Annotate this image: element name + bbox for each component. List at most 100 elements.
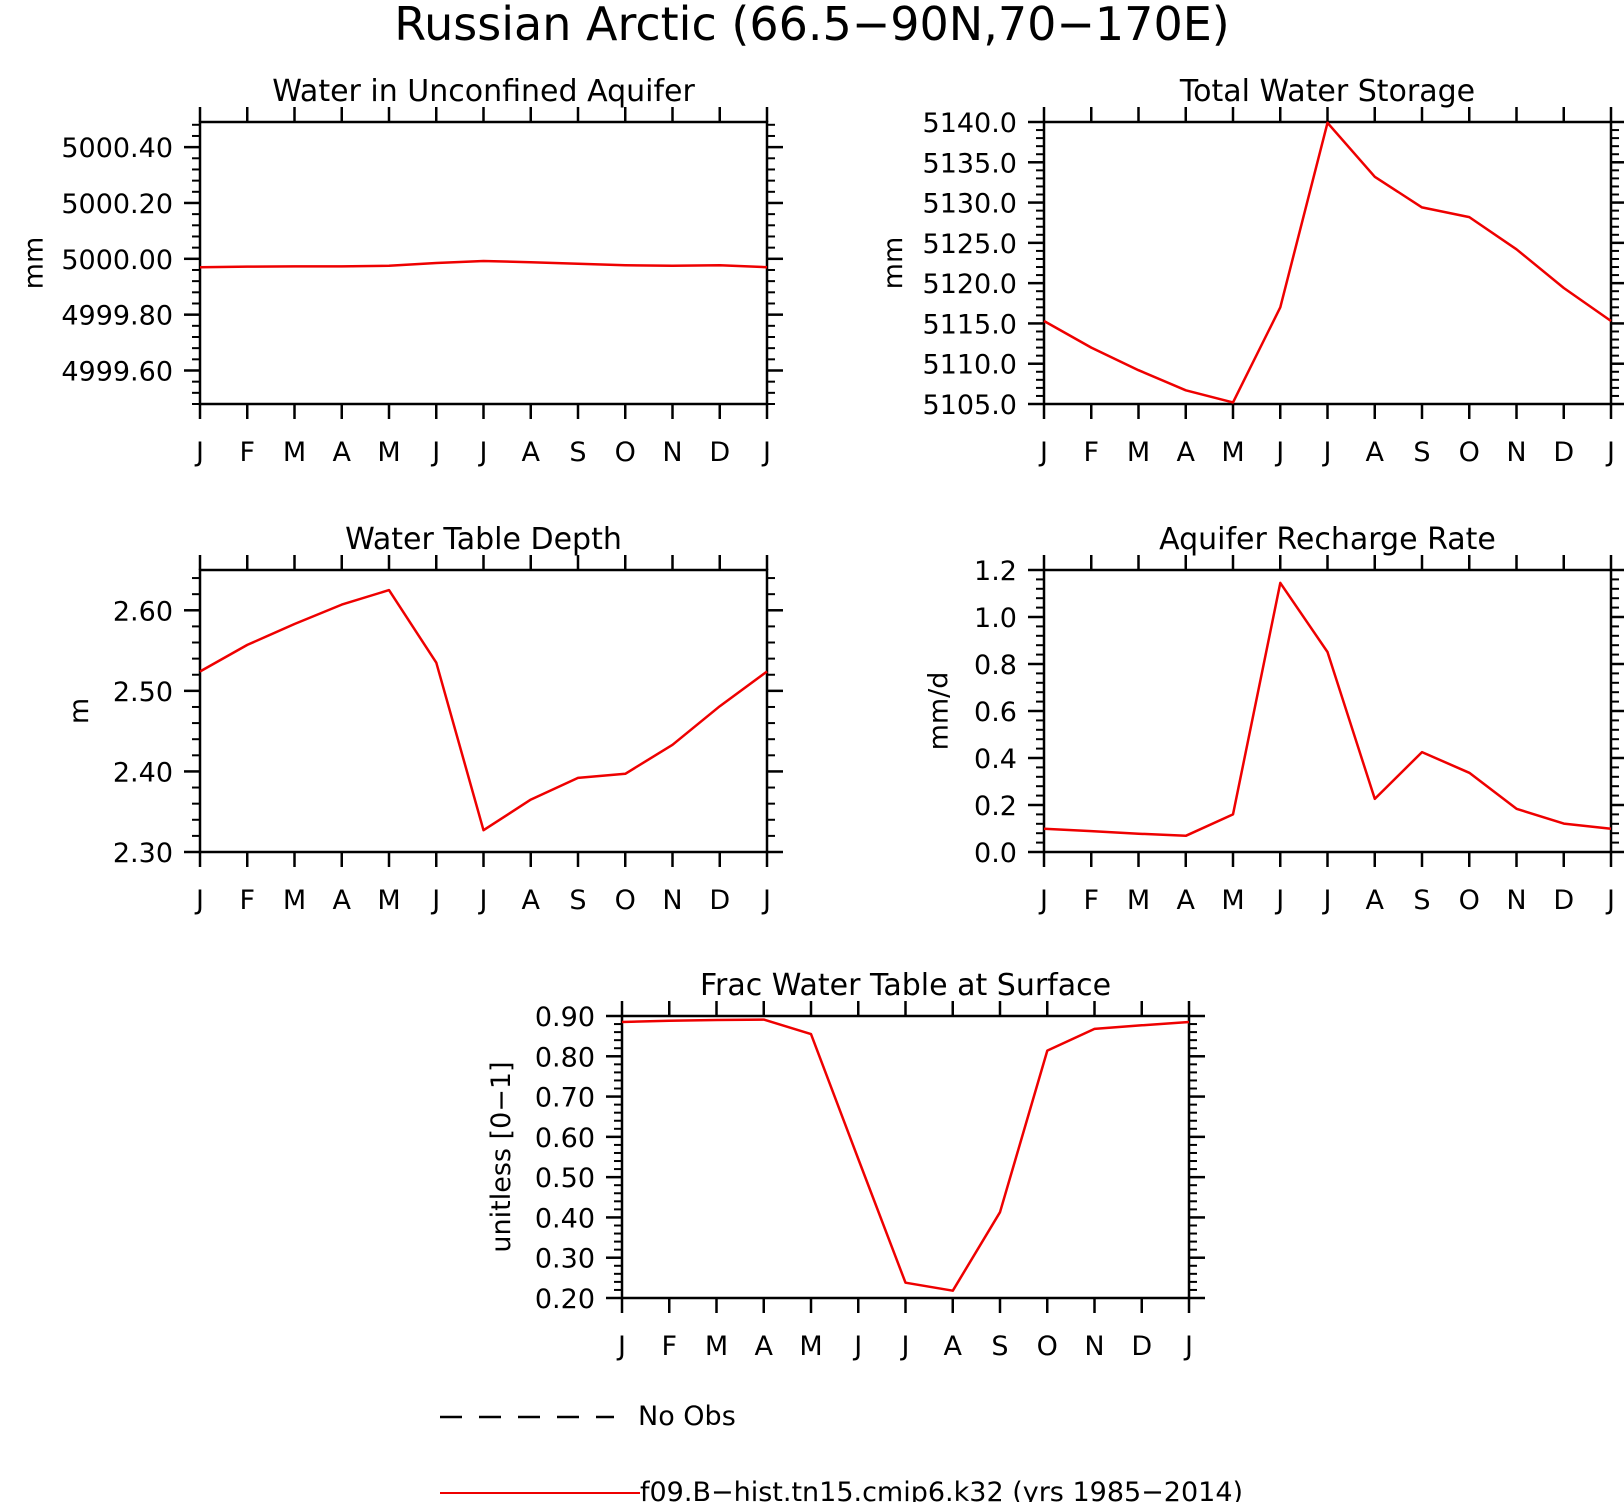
- x-tick-label: J: [1605, 885, 1615, 916]
- panel-title: Frac Water Table at Surface: [700, 968, 1111, 1003]
- x-tick-label: A: [1177, 885, 1196, 916]
- x-tick-label: S: [991, 1331, 1008, 1362]
- figure-title: Russian Arctic (66.5−90N,70−170E): [394, 0, 1229, 51]
- x-tick-label: J: [1183, 1331, 1193, 1362]
- x-tick-label: N: [1506, 885, 1526, 916]
- x-tick-label: N: [662, 437, 682, 468]
- x-tick-label: M: [1127, 885, 1150, 916]
- legend-obs-label: No Obs: [638, 1401, 736, 1432]
- x-tick-label: A: [333, 885, 352, 916]
- y-axis-label: unitless [0−1]: [486, 1061, 517, 1252]
- series-line: [621, 1018, 1190, 1292]
- x-tick-label: J: [194, 437, 204, 468]
- x-tick-label: J: [478, 437, 488, 468]
- series-line: [199, 588, 768, 832]
- x-tick-label: O: [615, 885, 636, 916]
- x-tick-label: J: [1322, 885, 1332, 916]
- x-tick-label: F: [661, 1331, 677, 1362]
- x-tick-label: O: [1459, 437, 1480, 468]
- x-tick-label: A: [1366, 885, 1385, 916]
- x-tick-label: J: [430, 437, 440, 468]
- y-tick-label: 5110.0: [923, 350, 1017, 381]
- x-tick-label: M: [705, 1331, 728, 1362]
- y-tick-label: 5000.20: [61, 189, 173, 220]
- x-tick-label: F: [239, 437, 255, 468]
- x-tick-label: S: [1413, 885, 1430, 916]
- y-tick-label: 0.30: [535, 1244, 595, 1275]
- x-tick-label: A: [522, 885, 541, 916]
- x-tick-label: M: [1221, 437, 1244, 468]
- x-tick-label: A: [522, 437, 541, 468]
- y-tick-label: 0.8: [974, 650, 1017, 681]
- y-tick-label: 1.2: [974, 556, 1017, 587]
- legend: No Obs f09.B−hist.tn15.cmip6.k32 (yrs 19…: [440, 1401, 1243, 1502]
- y-tick-label: 0.50: [535, 1163, 595, 1194]
- x-tick-label: A: [944, 1331, 963, 1362]
- x-tick-label: M: [1221, 885, 1244, 916]
- x-tick-label: F: [1083, 437, 1099, 468]
- panel-title: Water in Unconfined Aquifer: [272, 74, 695, 109]
- x-tick-label: A: [1366, 437, 1385, 468]
- x-tick-label: J: [1274, 885, 1284, 916]
- y-tick-label: 5000.00: [61, 245, 173, 276]
- y-tick-label: 5130.0: [923, 189, 1017, 220]
- x-tick-label: J: [761, 885, 771, 916]
- x-tick-label: N: [1506, 437, 1526, 468]
- y-tick-label: 2.60: [113, 596, 173, 627]
- x-tick-label: M: [1127, 437, 1150, 468]
- x-tick-label: F: [1083, 885, 1099, 916]
- panel-title: Water Table Depth: [345, 522, 622, 557]
- x-tick-label: A: [333, 437, 352, 468]
- x-tick-label: D: [1131, 1331, 1152, 1362]
- x-tick-label: J: [900, 1331, 910, 1362]
- x-tick-label: S: [1413, 437, 1430, 468]
- x-tick-label: D: [709, 437, 730, 468]
- x-tick-label: M: [377, 885, 400, 916]
- y-tick-label: 0.90: [535, 1002, 595, 1033]
- y-tick-label: 0.6: [974, 697, 1017, 728]
- x-tick-label: M: [799, 1331, 822, 1362]
- x-tick-label: D: [709, 885, 730, 916]
- x-tick-label: J: [430, 885, 440, 916]
- y-tick-label: 5135.0: [923, 148, 1017, 179]
- series-line: [1043, 121, 1612, 404]
- x-tick-label: J: [1038, 885, 1048, 916]
- y-tick-label: 0.0: [974, 838, 1017, 869]
- y-tick-label: 4999.60: [61, 356, 173, 387]
- x-tick-label: J: [478, 885, 488, 916]
- x-tick-label: S: [569, 437, 586, 468]
- y-tick-label: 0.70: [535, 1083, 595, 1114]
- y-tick-label: 2.50: [113, 677, 173, 708]
- y-tick-label: 0.60: [535, 1123, 595, 1154]
- x-tick-label: O: [615, 437, 636, 468]
- y-tick-label: 5115.0: [923, 309, 1017, 340]
- x-tick-label: J: [1038, 437, 1048, 468]
- y-tick-label: 5140.0: [923, 108, 1017, 139]
- x-tick-label: J: [1605, 437, 1615, 468]
- x-tick-label: J: [194, 885, 204, 916]
- x-tick-label: M: [283, 885, 306, 916]
- y-tick-label: 2.30: [113, 838, 173, 869]
- legend-model-label: f09.B−hist.tn15.cmip6.k32 (yrs 1985−2014…: [640, 1477, 1243, 1502]
- x-tick-label: N: [1084, 1331, 1104, 1362]
- series-line: [1043, 581, 1612, 838]
- x-tick-label: J: [616, 1331, 626, 1362]
- y-tick-label: 2.40: [113, 757, 173, 788]
- x-tick-label: J: [761, 437, 771, 468]
- x-tick-label: S: [569, 885, 586, 916]
- y-tick-label: 0.2: [974, 791, 1017, 822]
- x-tick-label: N: [662, 885, 682, 916]
- y-axis-label: mm/d: [923, 672, 954, 751]
- y-tick-label: 5105.0: [923, 390, 1017, 421]
- x-tick-label: J: [1322, 437, 1332, 468]
- x-tick-label: A: [755, 1331, 774, 1362]
- y-axis-label: mm: [19, 237, 50, 290]
- x-tick-label: F: [239, 885, 255, 916]
